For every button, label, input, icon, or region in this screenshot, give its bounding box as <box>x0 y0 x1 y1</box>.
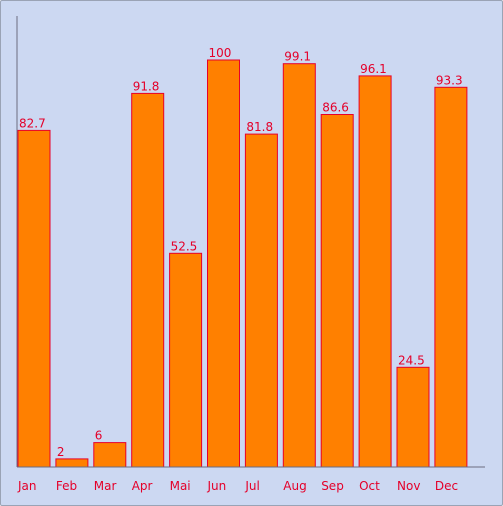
value-label-sep: 86.6 <box>322 101 349 115</box>
category-label-sep: Sep <box>321 479 344 493</box>
bar-mar <box>93 442 127 468</box>
value-label-aug: 99.1 <box>284 50 311 64</box>
value-label-jun: 100 <box>209 46 232 60</box>
bar-apr <box>131 92 165 468</box>
bar-nov <box>396 366 430 468</box>
bar-sep <box>320 114 354 468</box>
bar-oct <box>358 75 392 468</box>
category-label-dec: Dec <box>435 479 458 493</box>
category-label-oct: Oct <box>359 479 380 493</box>
value-label-nov: 24.5 <box>398 353 425 367</box>
category-label-jan: Jan <box>17 479 37 493</box>
value-label-jul: 81.8 <box>246 120 273 134</box>
bar-jul <box>244 133 278 468</box>
bar-aug <box>282 63 316 468</box>
category-label-apr: Apr <box>132 479 153 493</box>
bar-mai <box>169 252 203 468</box>
bar-jun <box>207 59 240 468</box>
category-label-nov: Nov <box>397 479 420 493</box>
value-label-apr: 91.8 <box>133 79 160 93</box>
category-label-mar: Mar <box>94 479 117 493</box>
value-label-oct: 96.1 <box>360 62 387 76</box>
category-label-jul: Jul <box>244 479 259 493</box>
value-label-dec: 93.3 <box>436 73 463 87</box>
category-label-feb: Feb <box>56 479 77 493</box>
value-label-mai: 52.5 <box>171 239 198 253</box>
value-label-feb: 2 <box>57 445 65 459</box>
value-labels-group: 82.7 2 6 91.8 52.5 100 81.8 99.1 86.6 96.1 24.5 93.… <box>19 46 463 459</box>
bar-feb <box>55 458 89 468</box>
value-label-mar: 6 <box>95 429 103 443</box>
category-labels-group: Jan Feb Mar Apr Mai Jun Jul Aug Sep Oct Nov Dec <box>17 479 458 493</box>
bar-dec <box>434 86 468 468</box>
bars-group <box>17 59 468 468</box>
category-label-aug: Aug <box>283 479 306 493</box>
bar-jan <box>17 129 51 468</box>
category-label-jun: Jun <box>207 479 227 493</box>
value-label-jan: 82.7 <box>19 116 46 130</box>
category-label-mai: Mai <box>170 479 191 493</box>
